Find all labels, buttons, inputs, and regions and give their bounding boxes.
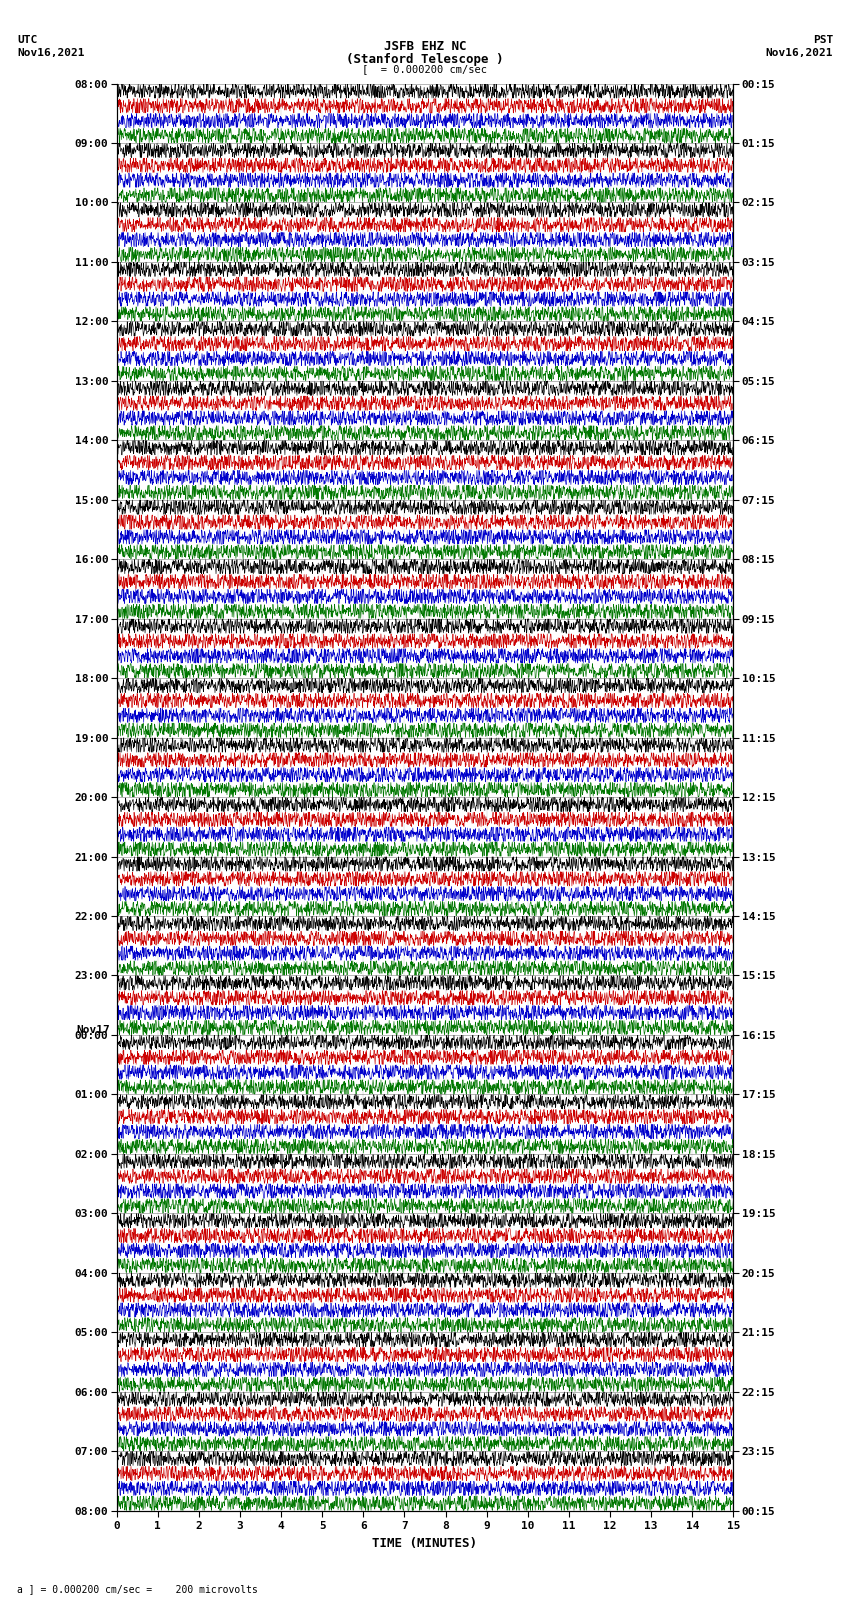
Text: UTC: UTC [17,35,37,45]
Text: [  = 0.000200 cm/sec: [ = 0.000200 cm/sec [362,65,488,74]
Text: PST: PST [813,35,833,45]
Text: Nov17: Nov17 [76,1024,110,1036]
Text: (Stanford Telescope ): (Stanford Telescope ) [346,53,504,66]
X-axis label: TIME (MINUTES): TIME (MINUTES) [372,1537,478,1550]
Text: Nov16,2021: Nov16,2021 [766,48,833,58]
Text: JSFB EHZ NC: JSFB EHZ NC [383,40,467,53]
Text: a ] = 0.000200 cm/sec =    200 microvolts: a ] = 0.000200 cm/sec = 200 microvolts [17,1584,258,1594]
Text: Nov16,2021: Nov16,2021 [17,48,84,58]
